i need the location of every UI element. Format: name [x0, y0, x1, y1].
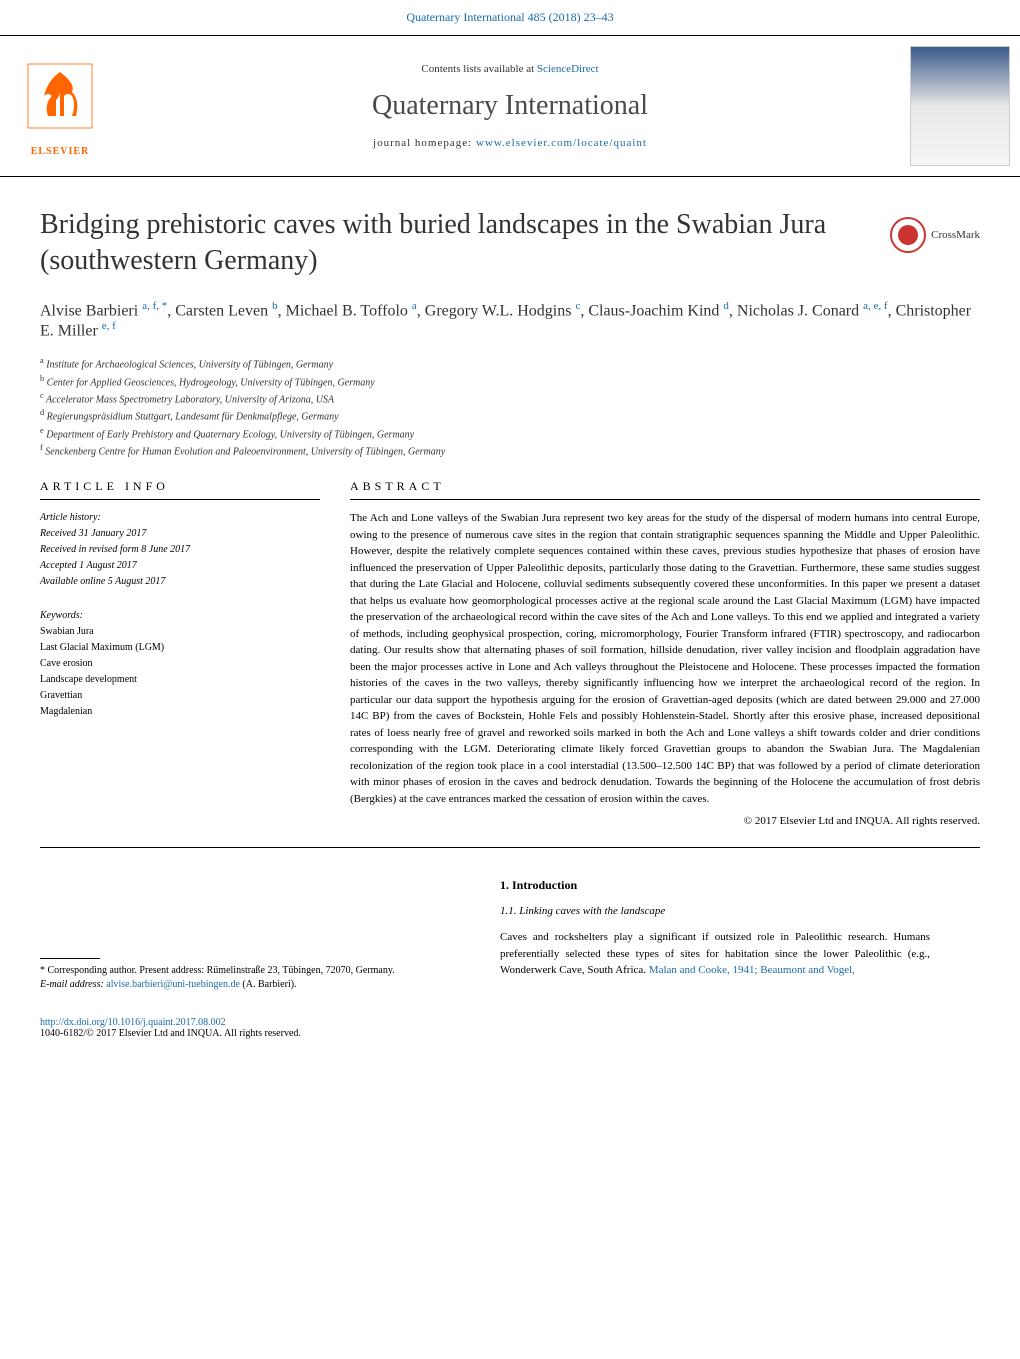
keyword-item: Cave erosion: [40, 656, 320, 672]
abstract-copyright: © 2017 Elsevier Ltd and INQUA. All right…: [350, 815, 980, 827]
journal-cover-thumbnail: [900, 36, 1020, 176]
history-label: Article history:: [40, 510, 320, 526]
publisher-name: ELSEVIER: [10, 146, 110, 157]
intro-heading: 1. Introduction: [500, 878, 930, 893]
affiliation-item: c Accelerator Mass Spectrometry Laborato…: [40, 390, 980, 407]
crossmark-icon: [890, 217, 926, 253]
affiliation-item: a Institute for Archaeological Sciences,…: [40, 355, 980, 372]
citation-header: Quaternary International 485 (2018) 23–4…: [0, 0, 1020, 35]
reference-link[interactable]: Malan and Cooke, 1941; Beaumont and Voge…: [649, 964, 855, 976]
page-footer: http://dx.doi.org/10.1016/j.quaint.2017.…: [0, 1002, 1020, 1054]
doi-link[interactable]: http://dx.doi.org/10.1016/j.quaint.2017.…: [40, 1017, 226, 1028]
author-email-link[interactable]: alvise.barbieri@uni-tuebingen.de: [106, 979, 240, 990]
article-history: Article history: Received 31 January 201…: [40, 510, 320, 590]
received-date: Received 31 January 2017: [40, 526, 320, 542]
cover-image: [910, 46, 1010, 166]
keyword-item: Gravettian: [40, 688, 320, 704]
crossmark-badge[interactable]: CrossMark: [890, 217, 980, 253]
corresponding-author-note: * Corresponding author. Present address:…: [40, 964, 470, 978]
journal-homepage: journal homepage: www.elsevier.com/locat…: [120, 137, 900, 149]
accepted-date: Accepted 1 August 2017: [40, 558, 320, 574]
keyword-item: Magdalenian: [40, 704, 320, 720]
affiliation-item: b Center for Applied Geosciences, Hydrog…: [40, 373, 980, 390]
homepage-url-link[interactable]: www.elsevier.com/locate/quaint: [476, 137, 647, 149]
affiliation-item: f Senckenberg Centre for Human Evolution…: [40, 442, 980, 459]
article-header: CrossMark Bridging prehistoric caves wit…: [0, 177, 1020, 479]
article-info-column: ARTICLE INFO Article history: Received 3…: [40, 479, 320, 827]
journal-name: Quaternary International: [120, 90, 900, 122]
intro-subheading: 1.1. Linking caves with the landscape: [500, 905, 930, 917]
contents-available: Contents lists available at ScienceDirec…: [120, 63, 900, 75]
abstract-column: ABSTRACT The Ach and Lone valleys of the…: [350, 479, 980, 827]
keywords-label: Keywords:: [40, 610, 320, 621]
intro-paragraph: Caves and rockshelters play a significan…: [500, 929, 930, 979]
footnote-divider: [40, 958, 100, 959]
keyword-item: Landscape development: [40, 672, 320, 688]
sciencedirect-link[interactable]: ScienceDirect: [537, 63, 599, 75]
affiliation-item: e Department of Early Prehistory and Qua…: [40, 425, 980, 442]
abstract-text: The Ach and Lone valleys of the Swabian …: [350, 510, 980, 807]
content-columns: ARTICLE INFO Article history: Received 3…: [0, 479, 1020, 827]
keyword-item: Swabian Jura: [40, 624, 320, 640]
affiliations-list: a Institute for Archaeological Sciences,…: [40, 355, 980, 459]
email-line: E-mail address: alvise.barbieri@uni-tueb…: [40, 978, 470, 992]
journal-header: ELSEVIER Contents lists available at Sci…: [0, 35, 1020, 177]
keywords-list: Swabian JuraLast Glacial Maximum (LGM)Ca…: [40, 624, 320, 720]
crossmark-label: CrossMark: [931, 229, 980, 241]
citation-text: Quaternary International 485 (2018) 23–4…: [406, 10, 613, 24]
affiliation-item: d Regierungspräsidium Stuttgart, Landesa…: [40, 407, 980, 424]
footer-copyright: 1040-6182/© 2017 Elsevier Ltd and INQUA.…: [40, 1028, 980, 1039]
keyword-item: Last Glacial Maximum (LGM): [40, 640, 320, 656]
introduction-section: * Corresponding author. Present address:…: [0, 848, 1020, 1002]
revised-date: Received in revised form 8 June 2017: [40, 542, 320, 558]
article-info-heading: ARTICLE INFO: [40, 479, 320, 500]
available-date: Available online 5 August 2017: [40, 574, 320, 590]
journal-center-block: Contents lists available at ScienceDirec…: [120, 48, 900, 164]
article-title: Bridging prehistoric caves with buried l…: [40, 207, 980, 280]
abstract-heading: ABSTRACT: [350, 479, 980, 500]
authors-list: Alvise Barbieri a, f, *, Carsten Leven b…: [40, 300, 980, 341]
publisher-logo: ELSEVIER: [0, 46, 120, 167]
introduction-column: 1. Introduction 1.1. Linking caves with …: [500, 878, 930, 992]
footnote-column: * Corresponding author. Present address:…: [40, 878, 470, 992]
elsevier-tree-icon: [20, 56, 100, 136]
